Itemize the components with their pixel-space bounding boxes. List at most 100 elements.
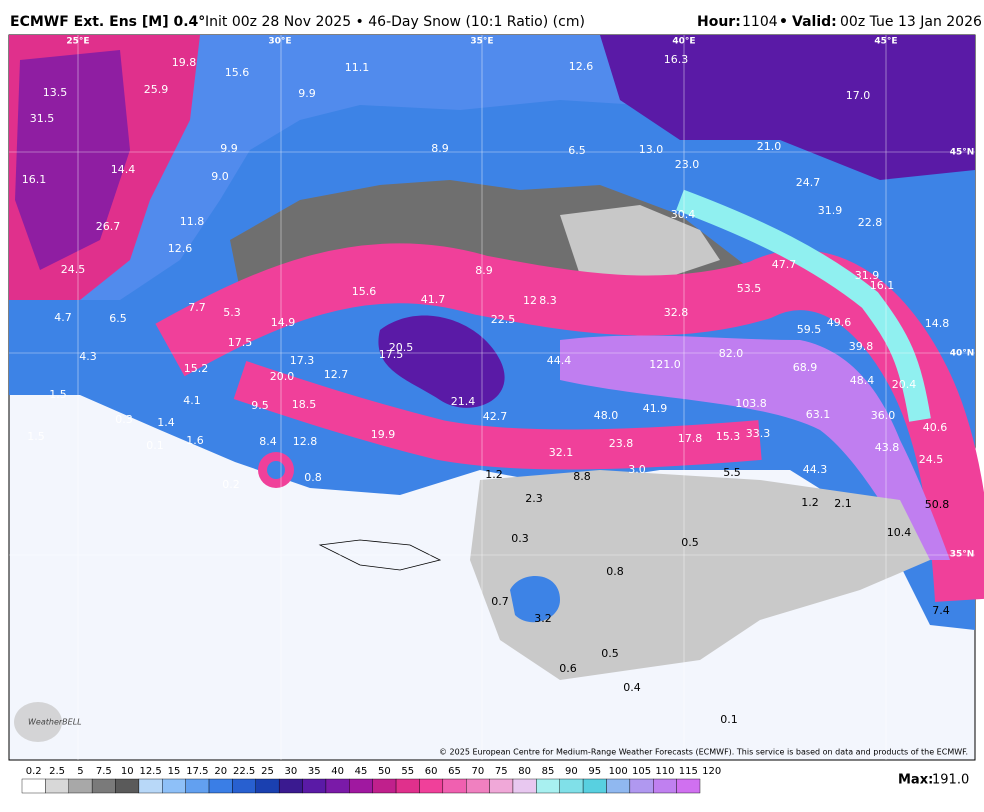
map-value-label: 6.5 [568, 144, 586, 157]
map-value-label: 1.2 [485, 468, 503, 481]
map-value-label: 14.9 [271, 316, 296, 329]
colorbar-label: 95 [588, 766, 601, 777]
colorbar-label: 5 [77, 766, 83, 777]
map-value-label: 103.8 [735, 397, 767, 410]
colorbar-swatch [325, 778, 350, 794]
colorbar-swatch [489, 778, 514, 794]
map-value-label: 0.1 [720, 713, 738, 726]
subtitle: Init 00z 28 Nov 2025 • 46-Day Snow (10:1… [205, 14, 585, 30]
map-value-label: 3.2 [534, 612, 552, 625]
snow-purple-north [600, 35, 975, 180]
colorbar-label: 0.2 [26, 766, 42, 777]
map-value-label: 12.7 [324, 368, 349, 381]
map-value-label: 48.4 [850, 374, 875, 387]
map-value-label: 7.4 [932, 604, 950, 617]
map-value-label: 17.5 [379, 348, 404, 361]
colorbar-label: 75 [495, 766, 508, 777]
map-value-label: 16.3 [664, 53, 689, 66]
map-value-label: 0.5 [681, 536, 699, 549]
map-value-label: 16.1 [870, 279, 895, 292]
colorbar-swatch [91, 778, 116, 794]
colorbar-label: 65 [448, 766, 461, 777]
colorbar-swatch [629, 778, 654, 794]
map-value-label: 7.7 [188, 301, 206, 314]
header-right: Hour: 1104 • Valid: 00z Tue 13 Jan 2026 [697, 14, 982, 30]
map-value-label: 31.9 [818, 204, 843, 217]
map-value-label: 2.1 [834, 497, 852, 510]
graticule [9, 35, 975, 760]
max-value: 191.0 [932, 773, 969, 788]
map-value-label: 32.8 [664, 306, 689, 319]
map-value-label: 39.8 [849, 340, 874, 353]
map-value-label: 48.0 [594, 409, 619, 422]
map-value-label: 6.5 [109, 312, 127, 325]
snow-light-gray [560, 205, 720, 280]
colorbar-label: 2.5 [49, 766, 65, 777]
map-value-label: 44.3 [803, 463, 828, 476]
map-value-label: 17.5 [228, 336, 253, 349]
map-value-label: 25.9 [144, 83, 169, 96]
map-value-label: 36.0 [871, 409, 896, 422]
map-value-label: 121.0 [649, 358, 681, 371]
map-value-label: 59.5 [797, 323, 822, 336]
colorbar-swatch [466, 778, 490, 794]
map-value-label: 15.6 [225, 66, 250, 79]
colorbar-swatch [208, 778, 233, 794]
map-value-label: 26.7 [96, 220, 121, 233]
map-value-label: 44.4 [547, 354, 572, 367]
colorbar-label: 105 [632, 766, 651, 777]
map-value-label: 40.6 [923, 421, 948, 434]
map-value-label: 15.2 [184, 362, 209, 375]
map-value-label: 20.4 [892, 378, 917, 391]
colorbar-label: 35 [308, 766, 321, 777]
map-value-label: 24.5 [61, 263, 86, 276]
map-value-label: 8.4 [259, 435, 277, 448]
map-value-label: 33.3 [746, 427, 771, 440]
colorbar-swatch [653, 778, 677, 794]
map-value-label: 0.8 [304, 471, 322, 484]
colorbar-swatch [559, 778, 584, 794]
map-value-label: 0.1 [146, 439, 164, 452]
map-value-label: 8.3 [539, 294, 557, 307]
colorbar-swatch [419, 778, 444, 794]
colorbar-swatch [232, 778, 256, 794]
map-value-label: 0.2 [222, 478, 240, 491]
colorbar-label: 50 [378, 766, 391, 777]
colorbar-label: 60 [425, 766, 438, 777]
header-part: Hour: [697, 14, 741, 30]
header-part: 1104 [742, 14, 778, 30]
map-value-label: 0.4 [623, 681, 641, 694]
map-value-label: 68.9 [793, 361, 818, 374]
map-value-label: 17.3 [290, 354, 315, 367]
colorbar-label: 85 [542, 766, 555, 777]
map-value-label: 9.9 [298, 87, 316, 100]
longitude-label: 45°E [874, 37, 897, 47]
copyright: © 2025 European Centre for Medium-Range … [439, 748, 968, 757]
map-value-label: 19.9 [371, 428, 396, 441]
colorbar-swatch [372, 778, 397, 794]
map-value-label: 13.0 [639, 143, 664, 156]
colorbar-label: 17.5 [186, 766, 208, 777]
map-value-label: 16.1 [22, 173, 47, 186]
logo-text: WeatherBELL [28, 718, 82, 727]
map-value-label: 41.9 [643, 402, 668, 415]
snow-pink-band [155, 243, 984, 602]
colorbar-swatch [676, 778, 701, 794]
model-title: ECMWF Ext. Ens [M] 0.4° [10, 14, 205, 30]
colorbar-swatch [138, 778, 163, 794]
colorbar-swatch [395, 778, 420, 794]
map-value-label: 5.5 [723, 466, 741, 479]
cyprus-coast [318, 539, 442, 571]
colorbar-label: 45 [355, 766, 368, 777]
map-value-label: 4.1 [183, 394, 201, 407]
map-value-label: 20.0 [270, 370, 295, 383]
colorbar-swatch [45, 778, 69, 794]
map-value-label: 10.4 [887, 526, 912, 539]
colorbar-label: 20 [214, 766, 227, 777]
colorbar-swatch [68, 778, 93, 794]
map-value-label: 30.4 [671, 208, 696, 221]
colorbar: 0.2 2.5 5 7.5 10 12.5 15 17.5 20 22.5 25 30 35 40 45 50… [21, 766, 721, 794]
map-value-label: 12 [523, 294, 537, 307]
